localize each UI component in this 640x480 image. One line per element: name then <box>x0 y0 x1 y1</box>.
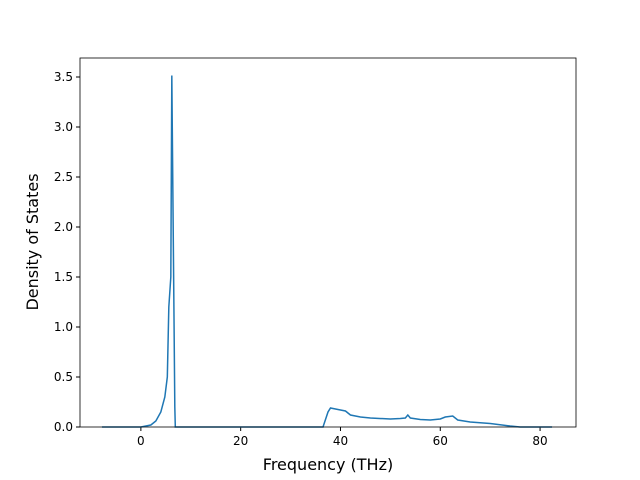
y-tick-label: 0.0 <box>54 420 73 434</box>
y-tick-label: 1.0 <box>54 320 73 334</box>
x-tick-label: 20 <box>233 434 248 448</box>
x-tick-label: 60 <box>433 434 448 448</box>
y-tick-label: 2.0 <box>54 220 73 234</box>
x-tick-label: 80 <box>532 434 547 448</box>
y-tick-label: 1.5 <box>54 270 73 284</box>
x-tick-label: 0 <box>137 434 145 448</box>
y-tick-label: 2.5 <box>54 170 73 184</box>
y-tick-label: 0.5 <box>54 370 73 384</box>
y-axis-label: Density of States <box>23 173 42 310</box>
plot-frame <box>79 57 577 428</box>
dos-line <box>101 75 553 428</box>
x-axis-label: Frequency (THz) <box>263 455 393 474</box>
y-tick-label: 3.5 <box>54 70 73 84</box>
y-tick-label: 3.0 <box>54 120 73 134</box>
x-tick-label: 40 <box>333 434 348 448</box>
